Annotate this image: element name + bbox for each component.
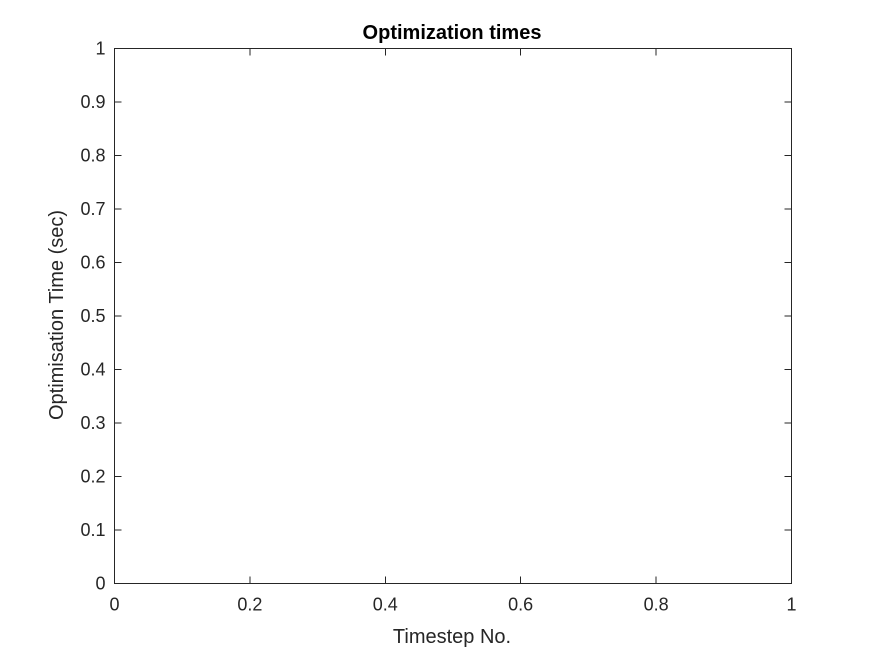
x-tick-label: 1 [786,595,796,615]
y-tick-label: 1 [95,39,105,59]
x-axis-ticks: 0 0.2 0.4 0.6 0.8 1 [109,48,797,615]
y-tick-label: 0 [95,574,105,594]
y-tick-label: 0.3 [80,413,105,433]
plot-area [114,48,791,583]
chart-title: Optimization times [363,22,542,44]
y-tick-label: 0.6 [80,253,105,273]
x-tick-label: 0.4 [373,595,398,615]
y-axis-ticks: 0 0.1 0.2 0.3 0.4 0.5 0.6 0.7 0.8 0.9 1 [80,39,792,594]
y-tick-label: 0.1 [80,520,105,540]
y-tick-label: 0.8 [80,146,105,166]
y-tick-label: 0.2 [80,467,105,487]
x-tick-label: 0 [109,595,119,615]
x-axis-label: Timestep No. [393,626,511,648]
x-tick-label: 0.8 [644,595,669,615]
y-axis-label: Optimisation Time (sec) [46,210,68,420]
y-tick-label: 0.9 [80,92,105,112]
y-tick-label: 0.4 [80,360,105,380]
x-tick-label: 0.6 [508,595,533,615]
y-tick-label: 0.7 [80,199,105,219]
y-tick-label: 0.5 [80,306,105,326]
x-tick-label: 0.2 [237,595,262,615]
